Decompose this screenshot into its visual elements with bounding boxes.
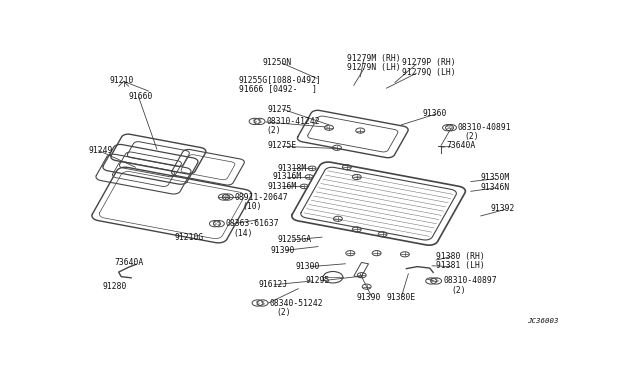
Text: 08911-20647: 08911-20647	[235, 193, 289, 202]
Text: (10): (10)	[243, 202, 262, 211]
Text: 91346N: 91346N	[481, 183, 510, 192]
Text: N: N	[221, 195, 226, 199]
Text: 91210: 91210	[110, 76, 134, 85]
Text: 91392: 91392	[491, 204, 515, 213]
Text: 91666 [0492-   ]: 91666 [0492- ]	[239, 84, 317, 93]
Text: S: S	[260, 301, 264, 305]
Text: (2): (2)	[465, 132, 479, 141]
Text: 91255G[1088-0492]: 91255G[1088-0492]	[239, 75, 321, 84]
Text: 91255GA: 91255GA	[277, 235, 312, 244]
Bar	[354, 263, 369, 278]
Text: 91275: 91275	[268, 105, 292, 113]
Text: N: N	[225, 195, 230, 199]
Text: S: S	[446, 125, 450, 130]
Text: 91350M: 91350M	[481, 173, 510, 182]
Text: S: S	[434, 279, 438, 283]
Text: 08363-61637: 08363-61637	[226, 219, 280, 228]
Text: 91279M (RH): 91279M (RH)	[347, 54, 401, 63]
Text: S: S	[258, 119, 262, 124]
Text: S: S	[217, 221, 221, 226]
Text: 08310-40897: 08310-40897	[443, 276, 497, 285]
Text: 73640A: 73640A	[115, 259, 144, 267]
Text: 91390: 91390	[271, 246, 295, 255]
Text: 91381 (LH): 91381 (LH)	[436, 261, 485, 270]
Text: 73640A: 73640A	[446, 141, 476, 150]
Text: 91279P (RH): 91279P (RH)	[403, 58, 456, 67]
Text: S: S	[255, 301, 259, 305]
Text: (2): (2)	[276, 308, 291, 317]
Text: S: S	[213, 221, 217, 226]
Text: 91250N: 91250N	[262, 58, 292, 67]
Text: 91249: 91249	[89, 146, 113, 155]
Text: (14): (14)	[234, 229, 253, 238]
Text: 91360: 91360	[422, 109, 447, 118]
Text: S: S	[449, 125, 453, 130]
Text: 91318M: 91318M	[277, 164, 307, 173]
Text: 91380E: 91380E	[387, 293, 416, 302]
Text: 91380 (RH): 91380 (RH)	[436, 251, 485, 260]
Text: 91210G: 91210G	[174, 232, 204, 242]
Text: 91660: 91660	[129, 92, 153, 101]
Text: 91390: 91390	[356, 293, 381, 302]
Text: 91280: 91280	[102, 282, 127, 291]
Text: S: S	[253, 119, 257, 124]
Text: 91279N (LH): 91279N (LH)	[347, 63, 401, 72]
Text: 91275E: 91275E	[268, 141, 297, 150]
Text: 91316M: 91316M	[268, 182, 297, 191]
Text: (2): (2)	[266, 126, 280, 135]
Text: 91316M: 91316M	[273, 173, 301, 182]
Text: JC36003: JC36003	[527, 318, 559, 324]
Text: 08310-41242: 08310-41242	[266, 117, 320, 126]
Text: S: S	[429, 279, 433, 283]
Text: 91612J: 91612J	[259, 280, 288, 289]
Text: 91300: 91300	[296, 262, 320, 271]
Text: 08340-51242: 08340-51242	[269, 298, 323, 308]
Text: 08310-40891: 08310-40891	[458, 123, 511, 132]
Text: 91295: 91295	[306, 276, 330, 285]
Text: (2): (2)	[451, 286, 466, 295]
Text: 91279Q (LH): 91279Q (LH)	[403, 68, 456, 77]
